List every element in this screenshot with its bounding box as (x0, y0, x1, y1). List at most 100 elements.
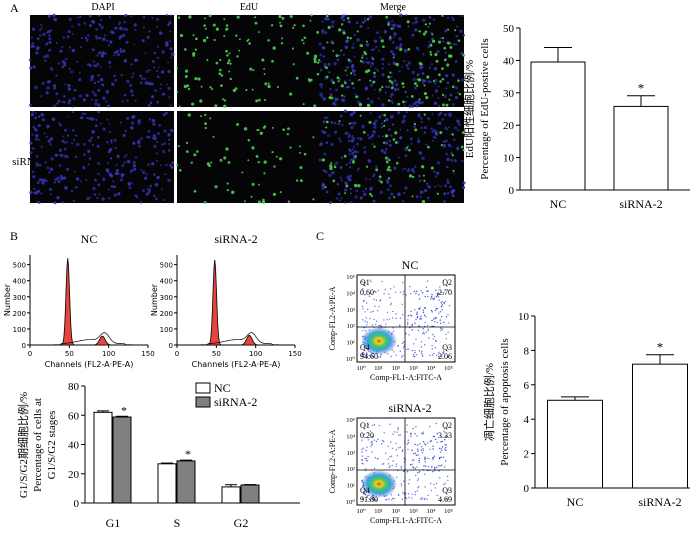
edu-dot (354, 183, 358, 188)
event-dot (369, 317, 371, 320)
event-dot (401, 313, 404, 316)
nucleus-dot (427, 185, 431, 189)
edu-dot (204, 126, 207, 130)
event-dot (411, 497, 413, 499)
flow-xlabel: Comp-FL1-A:FITC-A (370, 373, 442, 382)
nucleus-dot (351, 152, 355, 156)
edu-dot (372, 80, 376, 84)
nucleus-dot (367, 27, 370, 30)
nucleus-dot (34, 137, 39, 141)
nucleus-dot (457, 146, 460, 149)
edu-dot (325, 126, 328, 129)
event-dot (418, 461, 420, 464)
nucleus-dot (99, 65, 102, 68)
nucleus-dot (30, 36, 33, 39)
nucleus-dot (429, 80, 432, 84)
nucleus-dot (434, 78, 438, 82)
nucleus-dot (91, 48, 95, 52)
event-dot (428, 337, 430, 339)
nucleus-dot (387, 85, 391, 89)
nucleus-dot (35, 133, 39, 138)
nucleus-dot (346, 39, 350, 43)
edu-dot (310, 13, 313, 17)
event-dot (432, 333, 434, 336)
event-dot (436, 295, 439, 297)
event-dot (440, 456, 442, 458)
nucleus-dot (445, 74, 449, 78)
nucleus-dot (134, 58, 138, 63)
col-header-merge: Merge (380, 2, 406, 13)
nucleus-dot (113, 54, 116, 57)
edu-dot (414, 128, 418, 132)
event-dot (430, 298, 432, 300)
edu-dot (344, 69, 347, 72)
nucleus-dot (90, 74, 95, 79)
event-dot (418, 459, 420, 462)
edu-dot (282, 128, 285, 131)
nucleus-dot (333, 102, 337, 106)
nucleus-dot (106, 118, 109, 121)
nucleus-dot (340, 179, 344, 182)
nucleus-dot (91, 90, 95, 94)
nucleus-dot (344, 45, 349, 50)
nucleus-dot (124, 130, 127, 133)
nucleus-dot (384, 91, 387, 94)
nucleus-dot (123, 94, 126, 97)
event-dot (440, 329, 442, 332)
edu-dot (279, 24, 283, 28)
edu-dot (460, 145, 464, 149)
nucleus-dot (94, 98, 98, 102)
nucleus-dot (85, 178, 88, 182)
flow-ytick: 10³ (347, 307, 356, 314)
event-dot (395, 354, 397, 356)
nucleus-dot (446, 180, 450, 185)
y-label-en: Percentage of apoptosis cells (499, 338, 511, 465)
nucleus-dot (372, 48, 375, 51)
y-tick-label: 100 (13, 326, 26, 334)
col-header-edu: EdU (240, 2, 259, 13)
nucleus-dot (384, 147, 388, 151)
nucleus-dot (95, 36, 99, 40)
nucleus-dot (411, 33, 415, 37)
nucleus-dot (167, 148, 171, 152)
nucleus-dot (77, 23, 81, 27)
edu-dot (359, 114, 362, 117)
nucleus-dot (339, 78, 342, 81)
edu-dot (235, 34, 238, 37)
edu-dot (347, 58, 351, 62)
edu-dot (405, 146, 409, 149)
nucleus-dot (461, 159, 464, 162)
nucleus-dot (123, 27, 127, 31)
nucleus-dot (142, 189, 145, 192)
edu-dot (344, 192, 347, 195)
quadrant-q2-value: 3.33 (438, 431, 452, 440)
micro-background (177, 111, 321, 203)
y-tick-label: 0 (22, 342, 26, 350)
nucleus-dot (357, 136, 360, 140)
event-dot (371, 424, 374, 427)
event-dot (446, 475, 449, 478)
event-dot (435, 438, 437, 441)
nucleus-dot (36, 200, 39, 203)
nucleus-dot (114, 26, 118, 30)
edu-dot (351, 82, 354, 85)
nucleus-dot (344, 181, 348, 185)
event-dot (420, 290, 422, 292)
nucleus-dot (344, 201, 347, 204)
quadrant-q3-value: 4.69 (438, 495, 452, 504)
edu-dot (287, 200, 291, 203)
event-dot (431, 348, 433, 350)
event-dot (439, 465, 441, 467)
nucleus-dot (450, 151, 453, 155)
nucleus-dot (448, 126, 451, 129)
nucleus-dot (462, 181, 466, 185)
col-header-dapi: DAPI (91, 2, 114, 13)
edu-dot (287, 127, 290, 131)
nucleus-dot (398, 156, 401, 159)
nucleus-dot (420, 126, 423, 130)
event-dot (370, 281, 372, 283)
nucleus-dot (327, 17, 330, 21)
s-phase-outline (200, 332, 280, 346)
event-dot (428, 457, 430, 460)
nucleus-dot (334, 130, 337, 134)
